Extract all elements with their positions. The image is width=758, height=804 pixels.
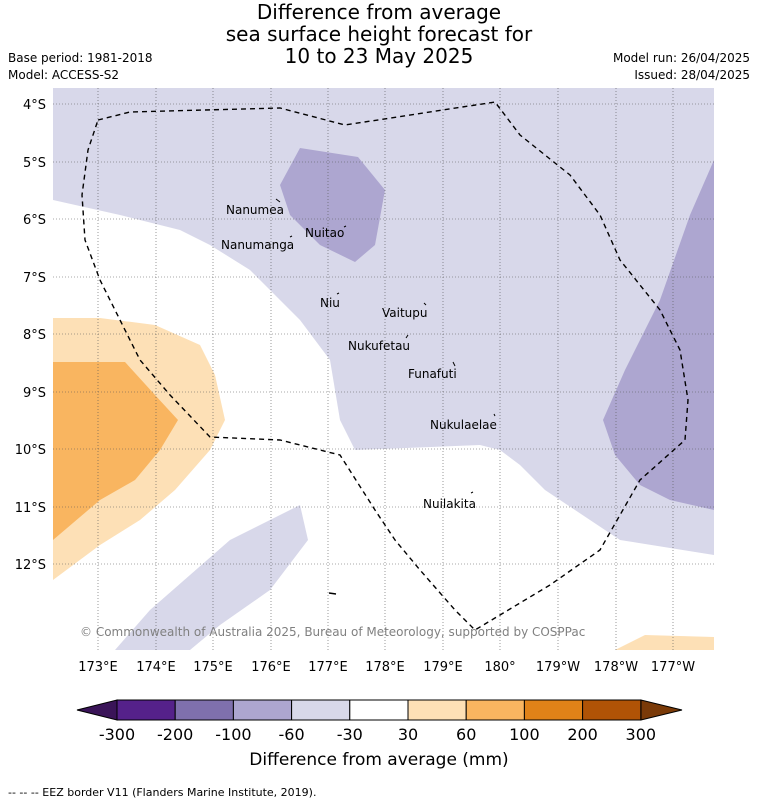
colorbar-bin [232, 699, 293, 721]
lon-tick-label: 179°W [536, 660, 580, 675]
meta-right: Model run: 26/04/2025 Issued: 28/04/2025 [613, 50, 750, 84]
model-run: Model run: 26/04/2025 [612, 51, 750, 65]
anomaly-region-light-orange-se [615, 635, 714, 650]
lon-tick-label: 175°E [193, 660, 233, 675]
title-line-2: sea surface height forecast for [225, 22, 533, 46]
anomaly-region-medium-purple-north [280, 148, 385, 262]
lat-tick-label: 7°S [23, 271, 46, 286]
eez-border [81, 101, 689, 631]
island-label-nuitao: Nuitao [305, 226, 344, 240]
colorbar-above-triangle [640, 699, 683, 721]
island-funafuti-mark [452, 361, 456, 367]
reef-mark [328, 592, 337, 595]
colorbar-tick-label: 100 [509, 725, 540, 744]
latitude-labels: 4°S 5°S 6°S 7°S 8°S 9°S 10°S 11°S 12°S [15, 98, 46, 573]
meta-left: Base period: 1981-2018 Model: ACCESS-S2 [8, 50, 153, 84]
chart-title: Difference from average sea surface heig… [0, 1, 758, 67]
lat-tick-label: 4°S [23, 98, 46, 113]
colorbar-tick-label: 30 [397, 725, 419, 744]
copyright-notice: © Commonwealth of Australia 2025, Bureau… [80, 625, 585, 639]
island-vaitupu-mark [423, 302, 427, 306]
lon-tick-label: 173°E [78, 660, 118, 675]
anomaly-region-medium-purple-east [603, 160, 714, 510]
colorbar-tick-label: -30 [336, 725, 363, 744]
colorbar-bin [523, 699, 584, 721]
island-nanumea-mark [275, 198, 281, 203]
colorbar-tick-label: 300 [625, 725, 657, 744]
colorbar-bin [174, 699, 234, 721]
island-nukulaelae-mark [493, 413, 496, 417]
lat-tick-label: 8°S [23, 328, 46, 343]
issued-date: Issued: 28/04/2025 [634, 68, 750, 82]
island-nukufetau-mark [405, 334, 409, 339]
title-line-1: Difference from average [256, 0, 502, 24]
colorbar-tick-label: 60 [456, 725, 477, 744]
colorbar-tick-label: -100 [215, 725, 252, 744]
lat-tick-label: 11°S [15, 501, 46, 516]
colorbar-below-triangle [76, 699, 118, 721]
island-nuitao-mark [343, 225, 347, 228]
colorbar-title: Difference from average (mm) [249, 750, 509, 770]
model-name: Model: ACCESS-S2 [8, 68, 120, 82]
colorbar-tick-label: -200 [157, 725, 194, 744]
lon-tick-label: 177°E [308, 660, 348, 675]
map-plot: Nanumea Nuitao Nanumanga Niu Vaitupu Nuk… [53, 88, 714, 650]
colorbar-bin [407, 699, 467, 721]
colorbar-bins [116, 699, 642, 721]
eez-legend-note: -- -- -- EEZ border V11 (Flanders Marine… [8, 786, 317, 799]
island-label-nukulaelae: Nukulaelae [430, 418, 497, 432]
anomaly-region-orange [53, 362, 178, 540]
colorbar-bin [291, 699, 351, 721]
lat-tick-label: 12°S [15, 558, 46, 573]
colorbar-bin [116, 699, 176, 721]
colorbar-tick-label: 200 [567, 725, 598, 744]
colorbar-bin [349, 699, 409, 721]
colorbar-tick-label: -300 [98, 725, 136, 744]
lon-tick-label: 179°E [423, 660, 463, 675]
anomaly-region-light-purple [53, 88, 714, 555]
island-label-nanumea: Nanumea [226, 203, 284, 217]
island-label-nukufetau: Nukufetau [348, 339, 410, 353]
island-marks [275, 198, 496, 494]
lat-tick-label: 6°S [23, 213, 46, 228]
lon-tick-label: 174°E [136, 660, 176, 675]
lon-tick-label: 178°E [365, 660, 405, 675]
lon-tick-label: 177°W [651, 660, 695, 675]
longitude-labels: 173°E 174°E 175°E 176°E 177°E 178°E 179°E 180° 1… [78, 660, 695, 675]
lon-tick-label: 176°E [251, 660, 291, 675]
island-label-nuilakita: Nuilakita [423, 497, 476, 511]
island-niu-mark [336, 292, 340, 295]
colorbar-bin [582, 699, 642, 721]
lat-tick-label: 5°S [23, 156, 46, 171]
island-nuilakita-mark [470, 491, 474, 494]
title-line-3: 10 to 23 May 2025 [284, 44, 474, 68]
island-label-niu: Niu [320, 296, 340, 310]
anomaly-region-light-purple-south [115, 505, 308, 650]
colorbar-tick-label: -60 [278, 725, 305, 744]
lat-tick-label: 10°S [15, 443, 46, 458]
colorbar-bin [465, 699, 525, 721]
lon-tick-label: 180° [484, 660, 515, 675]
lon-tick-label: 178°W [594, 660, 638, 675]
map-gridlines [53, 88, 714, 650]
island-label-vaitupu: Vaitupu [382, 306, 428, 320]
island-label-nanumanga: Nanumanga [221, 238, 294, 252]
island-nanumanga-mark [289, 235, 293, 238]
colorbar [76, 699, 683, 721]
lat-tick-label: 9°S [23, 386, 46, 401]
island-label-funafuti: Funafuti [408, 367, 457, 381]
base-period: Base period: 1981-2018 [8, 51, 153, 65]
